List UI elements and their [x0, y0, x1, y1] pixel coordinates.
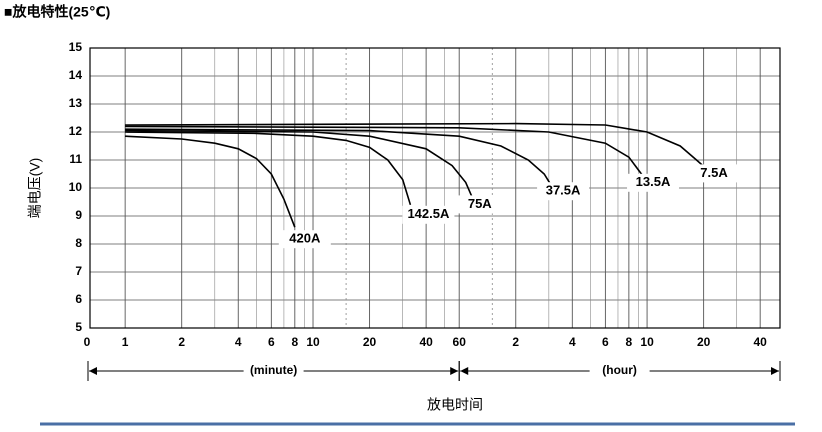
x-tick-label: 6	[268, 335, 275, 349]
series-label: 37.5A	[546, 183, 581, 198]
span-label: (minute)	[250, 363, 297, 377]
x-tick-label: 1	[122, 335, 129, 349]
x-tick-label: 8	[626, 335, 633, 349]
y-tick-label: 13	[69, 96, 83, 110]
curve	[125, 135, 296, 228]
series-label-bg	[453, 195, 506, 214]
x-tick-label: 2	[178, 335, 185, 349]
span-label-bg	[243, 363, 304, 379]
x-axis-label: 放电时间	[427, 397, 483, 413]
x-tick-label: 10	[306, 335, 320, 349]
y-tick-label: 12	[69, 124, 83, 138]
curve	[125, 122, 707, 169]
y-tick-label: 14	[69, 68, 83, 82]
x-tick-label: 4	[569, 335, 576, 349]
series-label-bg	[537, 182, 590, 201]
y-tick-label: 5	[75, 320, 82, 334]
series-label-bg	[688, 164, 741, 183]
span-label: (hour)	[602, 363, 637, 377]
curve	[125, 131, 412, 206]
x-tick-label: 2	[512, 335, 519, 349]
curve	[125, 125, 644, 178]
chart-title: ■放电特性(25℃)	[4, 4, 110, 20]
series-label: 142.5A	[407, 206, 450, 221]
series-label: 75A	[468, 196, 492, 211]
x-tick-label: 10	[640, 335, 654, 349]
x-tick-label: 20	[697, 335, 711, 349]
x-tick-label: 8	[291, 335, 298, 349]
curve	[125, 129, 473, 197]
series-label-bg	[278, 230, 331, 249]
series-label: 13.5A	[636, 174, 671, 189]
y-tick-label: 7	[75, 264, 82, 278]
y-tick-label: 9	[75, 208, 82, 222]
arrow-head	[460, 367, 469, 375]
y-tick-label: 10	[69, 180, 83, 194]
span-label-bg	[589, 363, 650, 379]
y-tick-label: 15	[69, 40, 83, 54]
x-tick-label: 60	[453, 335, 467, 349]
series-label: 7.5A	[700, 165, 728, 180]
x-tick-label: 20	[363, 335, 377, 349]
arrow-head	[771, 367, 779, 375]
series-label-bg	[627, 173, 680, 192]
x-tick-label: 4	[235, 335, 242, 349]
curve	[125, 128, 552, 186]
y-tick-label: 6	[75, 292, 82, 306]
x-tick-label: 6	[602, 335, 609, 349]
x-tick-label: 40	[419, 335, 433, 349]
plot-frame	[89, 47, 781, 329]
y-tick-label: 11	[69, 152, 82, 166]
series-label: 420A	[289, 231, 321, 246]
series-label-bg	[402, 205, 455, 224]
y-axis-label: 端电压(V)	[27, 158, 43, 219]
arrow-head	[89, 367, 97, 375]
x-tick-label: 0	[84, 335, 91, 349]
x-tick-label: 40	[753, 335, 767, 349]
arrow-head	[450, 367, 459, 375]
y-tick-label: 8	[75, 236, 82, 250]
